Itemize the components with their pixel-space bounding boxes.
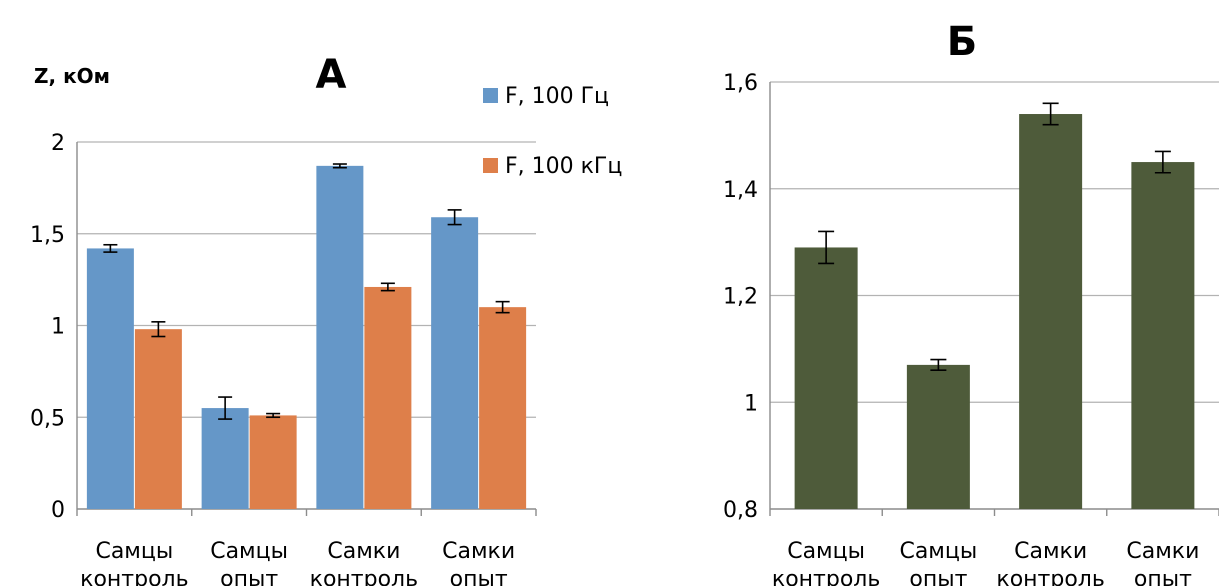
x-category-label: Самки bbox=[327, 539, 400, 564]
bar bbox=[249, 415, 297, 509]
bar bbox=[316, 165, 364, 510]
x-category-label: Самцы bbox=[210, 539, 288, 564]
x-category-label: опыт bbox=[220, 567, 278, 586]
legend-label: F, 100 Гц bbox=[505, 84, 609, 109]
bar bbox=[906, 364, 970, 509]
x-category-label: Самцы bbox=[95, 539, 173, 564]
x-category-label: Самцы bbox=[899, 539, 977, 564]
y-tick-label: 0,5 bbox=[30, 406, 65, 431]
bar bbox=[431, 217, 479, 510]
y-axis-label: Z, кОм bbox=[34, 64, 110, 88]
chart-panel-a: Z, кОм А 0 0,5 1 1,5 2 Самцы контроль Самцы опыт… bbox=[30, 52, 622, 586]
panel-title: А bbox=[316, 52, 347, 98]
bar bbox=[86, 248, 134, 509]
x-category-label: опыт bbox=[909, 567, 967, 586]
x-category-label: опыт bbox=[450, 567, 508, 586]
y-tick-label: 1 bbox=[744, 391, 758, 416]
x-category-label: Самки bbox=[1014, 539, 1087, 564]
bar bbox=[794, 247, 858, 509]
bar bbox=[1131, 162, 1195, 509]
x-category-label: контроль bbox=[996, 567, 1104, 586]
chart-panel-b: Б 0,8 1 1,2 1,4 1,6 Самцы контроль Самцы опыт Сам… bbox=[723, 19, 1219, 586]
y-tick-label: 1 bbox=[51, 315, 65, 340]
panel-title: Б bbox=[947, 19, 978, 65]
y-tick-label: 1,2 bbox=[723, 285, 758, 310]
x-category-label: опыт bbox=[1134, 567, 1192, 586]
x-category-label: Самки bbox=[1126, 539, 1199, 564]
x-category-label: контроль bbox=[80, 567, 188, 586]
x-category-label: контроль bbox=[310, 567, 418, 586]
y-tick-label: 0 bbox=[51, 498, 65, 523]
legend-label: F, 100 кГц bbox=[505, 154, 622, 179]
y-tick-label: 1,5 bbox=[30, 223, 65, 248]
y-tick-label: 2 bbox=[51, 131, 65, 156]
legend-swatch bbox=[483, 158, 498, 173]
bar bbox=[479, 307, 527, 509]
bar bbox=[1019, 114, 1083, 510]
legend-swatch bbox=[483, 88, 498, 103]
y-tick-label: 1,4 bbox=[723, 178, 758, 203]
x-category-label: контроль bbox=[772, 567, 880, 586]
bar bbox=[134, 329, 182, 509]
bar bbox=[364, 286, 412, 509]
x-category-label: Самки bbox=[442, 539, 515, 564]
bar bbox=[201, 408, 249, 509]
x-category-label: Самцы bbox=[787, 539, 865, 564]
y-tick-label: 0,8 bbox=[723, 498, 758, 523]
y-tick-label: 1,6 bbox=[723, 71, 758, 96]
